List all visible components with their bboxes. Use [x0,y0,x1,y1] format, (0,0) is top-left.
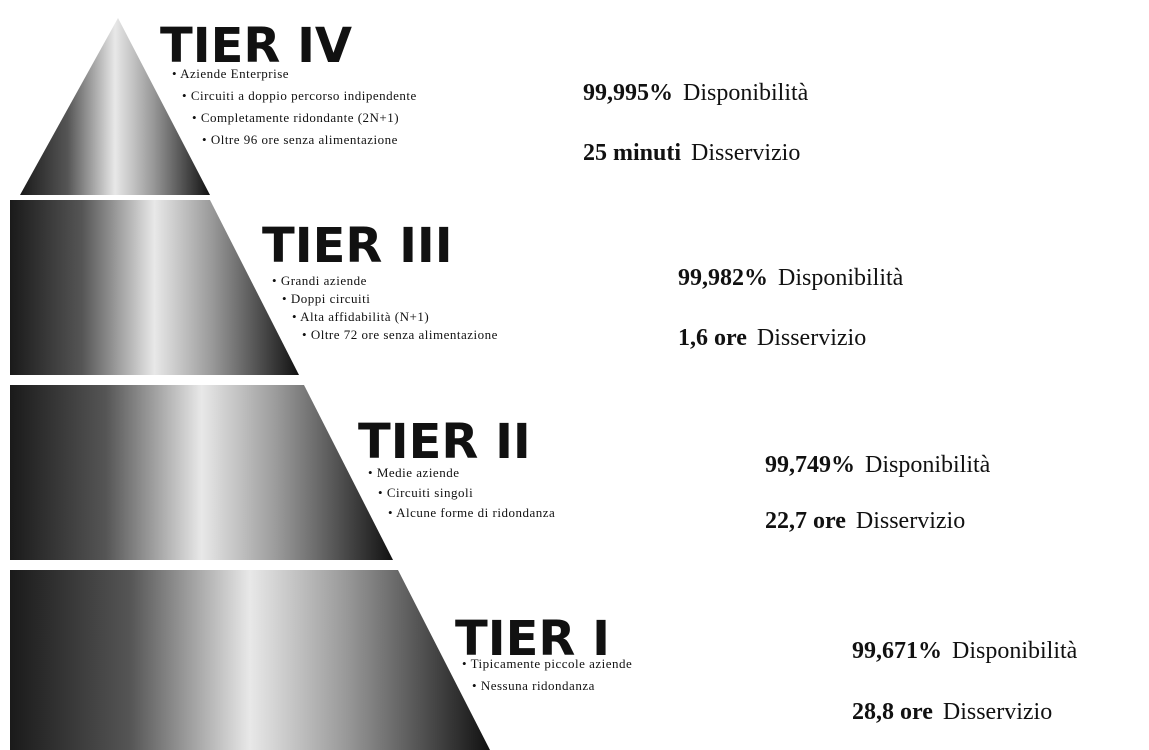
bullet-text: Grandi aziende [281,273,367,288]
tier-bullet: • Medie aziende [368,465,459,480]
bullet-text: Alta affidabilità (N+1) [300,309,429,324]
bullet-dot: • [368,465,377,480]
pyramid-tier-2 [10,385,393,560]
downtime-label: Disservizio [856,508,965,534]
downtime-label: Disservizio [691,140,800,166]
availability-stat: 99,749% Disponibilità [765,452,991,478]
tier-bullet: • Doppi circuiti [282,291,370,306]
bullet-text: Aziende Enterprise [180,66,289,81]
availability-value: 99,749% [765,452,855,478]
downtime-value: 25 minuti [583,140,681,166]
bullet-text: Circuiti a doppio percorso indipendente [191,88,417,103]
pyramid-tier-3 [10,200,299,375]
downtime-stat: 25 minuti Disservizio [583,140,800,166]
downtime-label: Disservizio [757,325,866,351]
bullet-dot: • [388,505,396,520]
tier-bullet: • Grandi aziende [272,273,367,288]
bullet-dot: • [182,88,191,103]
availability-label: Disponibilità [952,638,1078,664]
downtime-stat: 22,7 ore Disservizio [765,508,965,534]
bullet-text: Nessuna ridondanza [481,678,595,693]
tier-bullet: • Alta affidabilità (N+1) [292,309,429,324]
bullet-text: Oltre 96 ore senza alimentazione [211,132,398,147]
tier-bullet: • Oltre 96 ore senza alimentazione [202,132,398,147]
bullet-dot: • [172,66,180,81]
bullet-dot: • [282,291,291,306]
bullet-dot: • [472,678,481,693]
downtime-stat: 28,8 ore Disservizio [852,699,1052,725]
tier-bullet: • Completamente ridondante (2N+1) [192,110,399,125]
tier-bullet: • Circuiti a doppio percorso indipendent… [182,88,417,103]
bullet-dot: • [192,110,201,125]
tier-bullet: • Tipicamente piccole aziende [462,656,632,671]
bullet-text: Doppi circuiti [291,291,371,306]
downtime-value: 22,7 ore [765,508,846,534]
bullet-text: Oltre 72 ore senza alimentazione [311,327,498,342]
bullet-text: Tipicamente piccole aziende [471,656,633,671]
tier-bullet: • Oltre 72 ore senza alimentazione [302,327,498,342]
bullet-dot: • [292,309,300,324]
availability-stat: 99,982% Disponibilità [678,265,904,291]
pyramid [10,18,490,750]
downtime-label: Disservizio [943,699,1052,725]
tier-bullet: • Alcune forme di ridondanza [388,505,555,520]
availability-value: 99,982% [678,265,768,291]
bullet-dot: • [462,656,471,671]
tier-bullet: • Nessuna ridondanza [472,678,595,693]
bullet-dot: • [202,132,211,147]
bullet-dot: • [302,327,311,342]
availability-value: 99,671% [852,638,942,664]
downtime-value: 1,6 ore [678,325,747,351]
bullet-text: Medie aziende [377,465,460,480]
tier-bullet: • Circuiti singoli [378,485,473,500]
availability-label: Disponibilità [778,265,904,291]
pyramid-tier-1 [10,570,490,750]
availability-label: Disponibilità [683,80,809,106]
bullet-text: Completamente ridondante (2N+1) [201,110,399,125]
availability-stat: 99,995% Disponibilità [583,80,809,106]
bullet-text: Circuiti singoli [387,485,473,500]
tier-title: TIER II [358,414,531,470]
availability-label: Disponibilità [865,452,991,478]
bullet-text: Alcune forme di ridondanza [396,505,555,520]
availability-stat: 99,671% Disponibilità [852,638,1078,664]
tier-diagram: TIER IV• Aziende Enterprise• Circuiti a … [0,0,1149,750]
tier-title: TIER III [262,218,453,274]
bullet-dot: • [378,485,387,500]
bullet-dot: • [272,273,281,288]
tier-bullet: • Aziende Enterprise [172,66,289,81]
downtime-value: 28,8 ore [852,699,933,725]
downtime-stat: 1,6 ore Disservizio [678,325,866,351]
availability-value: 99,995% [583,80,673,106]
